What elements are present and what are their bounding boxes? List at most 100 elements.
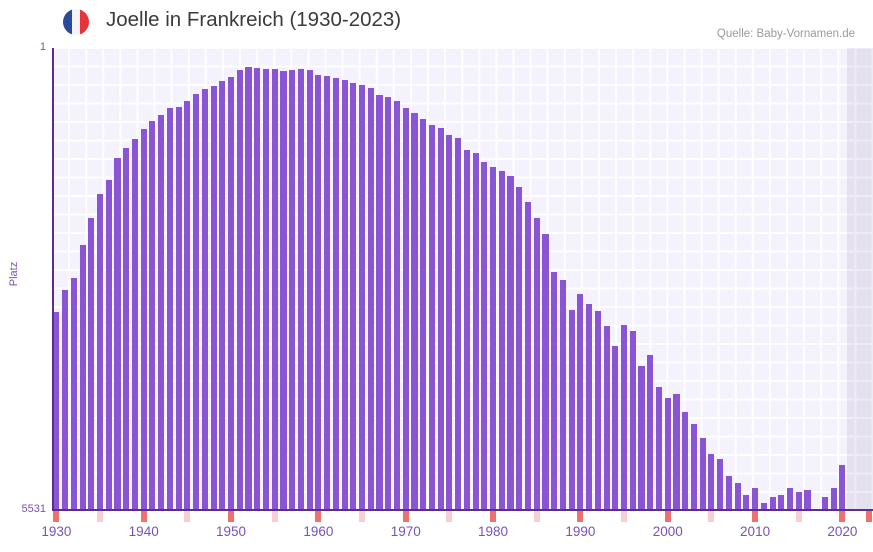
bar-2010[interactable] xyxy=(752,488,759,510)
bar-1954[interactable] xyxy=(262,69,270,510)
bar-2011[interactable] xyxy=(760,503,767,510)
bar-1942[interactable] xyxy=(158,115,165,510)
bar-1972[interactable] xyxy=(420,119,427,510)
bar-1945[interactable] xyxy=(184,101,191,510)
bar-1930[interactable] xyxy=(53,312,60,510)
bar-2005[interactable] xyxy=(708,454,715,510)
bar-2003[interactable] xyxy=(690,424,697,510)
bar-1996[interactable] xyxy=(629,331,636,510)
bar-1933[interactable] xyxy=(79,245,86,510)
bar-1977[interactable] xyxy=(463,150,470,510)
bar-1991[interactable] xyxy=(586,304,593,510)
bar-1978[interactable] xyxy=(472,153,479,510)
bar-1992[interactable] xyxy=(594,311,601,510)
bar-1958[interactable] xyxy=(297,69,304,510)
bar-1995[interactable] xyxy=(621,325,628,510)
bar-2009[interactable] xyxy=(743,495,750,510)
bar-1987[interactable] xyxy=(551,272,558,510)
bar-2016[interactable] xyxy=(804,490,811,510)
bar-1939[interactable] xyxy=(131,139,139,510)
bar-2013[interactable] xyxy=(778,495,785,510)
bar-1989[interactable] xyxy=(568,310,575,510)
bar-1994[interactable] xyxy=(612,346,619,510)
bar-1971[interactable] xyxy=(411,113,418,510)
bar-1975[interactable] xyxy=(446,135,453,510)
bar-2002[interactable] xyxy=(682,412,689,510)
bar-1985[interactable] xyxy=(533,218,540,510)
bar-1932[interactable] xyxy=(70,278,77,510)
x-axis-labels: 1930 1940 1950 1960 1970 1980 1990 2000 2010 2020 xyxy=(0,524,873,550)
bar-1950[interactable] xyxy=(227,77,235,510)
bar-1951[interactable] xyxy=(236,70,243,510)
bar-1931[interactable] xyxy=(62,290,69,510)
bar-1940[interactable] xyxy=(140,129,147,510)
bar-1947[interactable] xyxy=(201,89,208,510)
bar-1976[interactable] xyxy=(455,138,462,510)
x-tick-2020 xyxy=(839,511,846,522)
bar-2006[interactable] xyxy=(717,459,724,510)
bar-1973[interactable] xyxy=(428,125,435,510)
bar-2019[interactable] xyxy=(830,488,837,510)
bar-1957[interactable] xyxy=(289,70,296,510)
bar-1964[interactable] xyxy=(350,83,357,510)
x-tick-1935 xyxy=(96,511,104,522)
x-axis-label-2010: 2010 xyxy=(740,524,771,539)
bar-1959[interactable] xyxy=(306,70,313,510)
x-axis-label-1930: 1930 xyxy=(41,524,72,539)
bar-2001[interactable] xyxy=(673,394,680,510)
bar-2012[interactable] xyxy=(769,497,776,510)
bar-1953[interactable] xyxy=(254,68,261,510)
bar-1944[interactable] xyxy=(175,107,182,510)
bar-1988[interactable] xyxy=(559,280,566,510)
bar-1980[interactable] xyxy=(490,167,497,510)
plot-area xyxy=(52,48,873,510)
bar-1969[interactable] xyxy=(393,101,401,510)
bar-1993[interactable] xyxy=(603,326,610,510)
bar-1966[interactable] xyxy=(367,88,374,510)
x-tick-2010 xyxy=(752,511,759,522)
bar-1999[interactable] xyxy=(655,387,663,510)
bar-1948[interactable] xyxy=(210,86,217,510)
bar-1934[interactable] xyxy=(88,218,95,510)
bar-1984[interactable] xyxy=(524,202,532,510)
bar-1983[interactable] xyxy=(516,187,523,510)
bar-1952[interactable] xyxy=(245,67,252,510)
bar-2020[interactable] xyxy=(839,465,846,510)
bar-2015[interactable] xyxy=(795,492,802,510)
bar-1968[interactable] xyxy=(385,97,392,510)
bar-1965[interactable] xyxy=(359,85,366,510)
bar-1943[interactable] xyxy=(166,108,173,510)
bar-1998[interactable] xyxy=(647,355,654,510)
bar-1981[interactable] xyxy=(498,171,505,510)
bar-1941[interactable] xyxy=(149,121,156,510)
bar-1967[interactable] xyxy=(376,95,383,510)
bar-1956[interactable] xyxy=(280,71,287,510)
bar-1961[interactable] xyxy=(324,76,331,510)
bar-1949[interactable] xyxy=(219,81,226,510)
bar-2014[interactable] xyxy=(786,488,794,510)
bar-1970[interactable] xyxy=(402,108,409,510)
bar-1962[interactable] xyxy=(332,78,339,510)
bar-1938[interactable] xyxy=(123,148,130,510)
bar-1986[interactable] xyxy=(542,234,549,510)
bar-2018[interactable] xyxy=(821,497,828,510)
bar-1963[interactable] xyxy=(341,80,348,510)
bar-1935[interactable] xyxy=(96,194,104,510)
chart-header: Joelle in Frankreich (1930-2023) Quelle:… xyxy=(0,0,873,42)
bar-1960[interactable] xyxy=(315,75,322,510)
bar-1982[interactable] xyxy=(507,176,514,510)
bar-2000[interactable] xyxy=(664,398,671,510)
bar-2004[interactable] xyxy=(699,438,706,510)
bar-1955[interactable] xyxy=(271,69,278,510)
bar-2007[interactable] xyxy=(725,476,732,510)
bar-1974[interactable] xyxy=(437,128,444,510)
bar-1990[interactable] xyxy=(577,294,584,510)
bar-1937[interactable] xyxy=(114,158,121,510)
bar-1946[interactable] xyxy=(193,94,200,510)
bar-1997[interactable] xyxy=(638,366,645,510)
bar-1936[interactable] xyxy=(105,180,112,510)
bar-1979[interactable] xyxy=(481,162,488,510)
bar-2008[interactable] xyxy=(734,483,741,510)
x-tick-1960 xyxy=(315,511,322,522)
